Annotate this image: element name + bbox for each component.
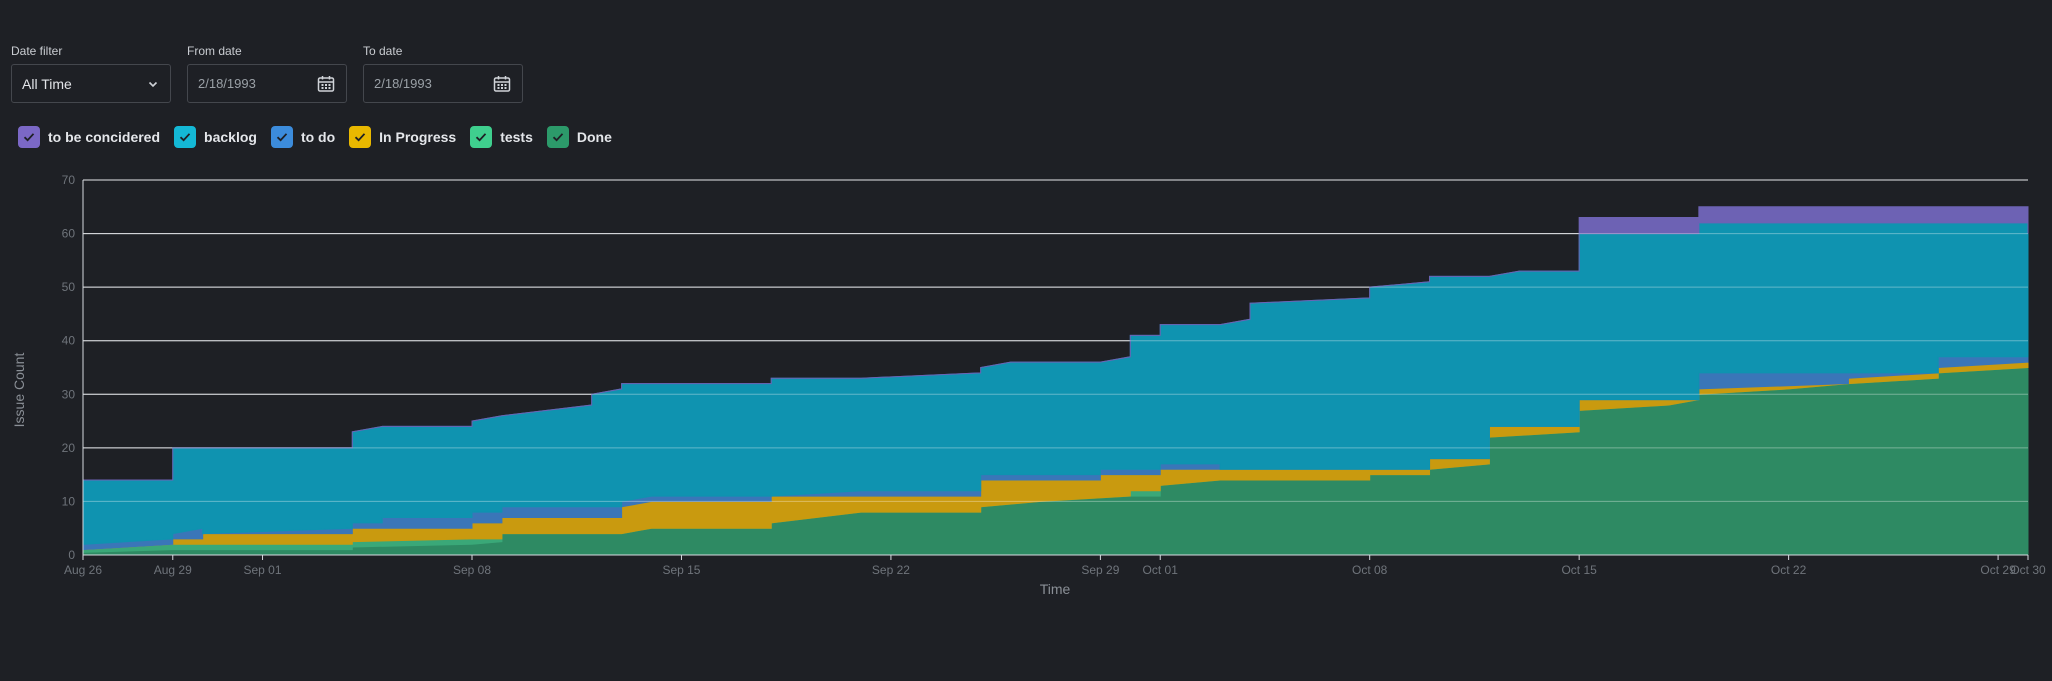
x-axis-title: Time — [1040, 581, 1071, 597]
legend-item-to-do[interactable]: to do — [270, 126, 336, 148]
y-tick-label: 30 — [62, 387, 76, 401]
legend-item-tests[interactable]: tests — [470, 126, 533, 148]
checkbox-checked-icon[interactable] — [18, 126, 40, 148]
to-date-label: To date — [363, 44, 403, 58]
legend-label: to be concidered — [48, 129, 161, 145]
series-area-to-be-concidered[interactable] — [83, 206, 2029, 481]
x-tick-label: Sep 15 — [662, 563, 700, 577]
y-tick-label: 50 — [62, 280, 76, 294]
chevron-down-icon — [146, 77, 160, 91]
filters-bar: Date filter All Time From date 2/18/1993 — [0, 0, 2052, 110]
from-date-label: From date — [187, 44, 242, 58]
x-tick-label: Oct 15 — [1561, 563, 1597, 577]
x-tick-label: Aug 29 — [154, 563, 192, 577]
checkbox-checked-icon[interactable] — [174, 126, 197, 148]
to-date-value: 2/18/1993 — [374, 76, 432, 91]
legend-item-done[interactable]: Done — [546, 126, 612, 148]
legend-label: In Progress — [379, 129, 457, 145]
chart-areas — [82, 179, 2029, 556]
y-tick-label: 40 — [62, 334, 76, 348]
calendar-icon[interactable] — [316, 74, 336, 94]
x-tick-label: Sep 22 — [872, 563, 910, 577]
legend-item-to-be-concidered[interactable]: to be concidered — [18, 126, 160, 148]
to-date-field: To date 2/18/1993 — [363, 44, 523, 103]
legend-label: backlog — [204, 129, 257, 145]
legend-label: tests — [500, 129, 533, 145]
chart-axes: 0 10 20 30 40 50 60 70 Aug 26 Aug 29 Sep 01 Sep 08 S… — [62, 173, 2046, 577]
x-tick-label: Sep 29 — [1081, 563, 1119, 577]
x-tick-label: Sep 08 — [453, 563, 491, 577]
y-tick-label: 20 — [62, 441, 76, 455]
x-tick-label: Aug 26 — [64, 563, 102, 577]
x-tick-label: Oct 08 — [1352, 563, 1388, 577]
date-filter-field: Date filter All Time — [11, 44, 171, 103]
legend-label: Done — [576, 129, 612, 145]
checkbox-checked-icon[interactable] — [270, 126, 293, 148]
from-date-input[interactable]: 2/18/1993 — [187, 64, 347, 103]
x-tick-label: Oct 01 — [1143, 563, 1179, 577]
date-filter-label: Date filter — [11, 44, 63, 58]
x-tick-label: Oct 29 — [1980, 563, 2016, 577]
y-tick-label: 70 — [62, 173, 76, 187]
y-tick-label: 10 — [62, 494, 76, 508]
date-filter-value: All Time — [22, 75, 72, 92]
calendar-icon[interactable] — [492, 74, 512, 94]
legend-item-backlog[interactable]: backlog — [174, 126, 257, 148]
cumulative-flow-chart: 0 10 20 30 40 50 60 70 Aug 26 Aug 29 Sep 01 Sep 08 S… — [11, 173, 2046, 597]
x-tick-label: Sep 01 — [244, 563, 282, 577]
checkbox-checked-icon[interactable] — [349, 126, 372, 148]
checkbox-checked-icon[interactable] — [470, 126, 493, 148]
legend-item-in-progress[interactable]: In Progress — [349, 126, 456, 148]
y-axis-title: Issue Count — [11, 353, 27, 428]
from-date-value: 2/18/1993 — [198, 76, 256, 91]
y-tick-label: 60 — [62, 227, 76, 241]
x-tick-label: Oct 22 — [1771, 563, 1807, 577]
from-date-field: From date 2/18/1993 — [187, 44, 347, 103]
chart-legend: to be concidered backlog to do In Progre… — [18, 126, 626, 148]
y-tick-label: 0 — [68, 548, 75, 562]
x-tick-label: Oct 30 — [2010, 563, 2046, 577]
legend-label: to do — [300, 129, 336, 145]
date-filter-select[interactable]: All Time — [11, 64, 171, 103]
to-date-input[interactable]: 2/18/1993 — [363, 64, 523, 103]
checkbox-checked-icon[interactable] — [546, 126, 569, 148]
grid-lines-overlay — [83, 179, 2028, 502]
